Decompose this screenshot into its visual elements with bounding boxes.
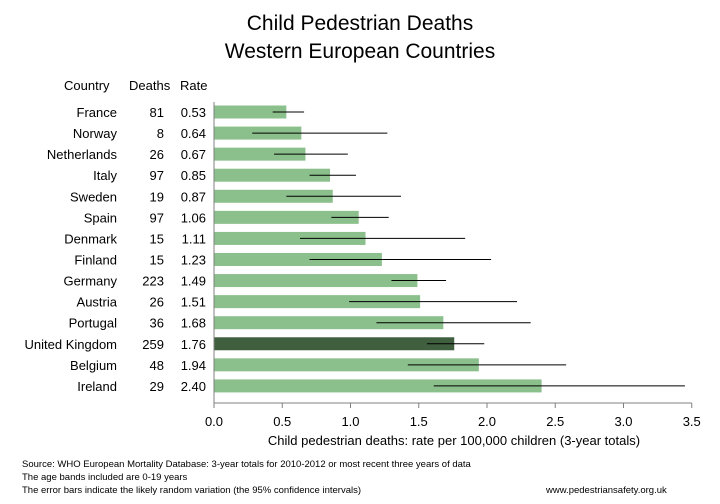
rate-value: 1.68 (181, 316, 206, 331)
deaths-value: 8 (157, 126, 164, 141)
country-column-header: Country (64, 78, 110, 93)
deaths-value: 15 (150, 252, 164, 267)
deaths-value: 15 (150, 231, 164, 246)
country-label: Denmark (64, 231, 117, 246)
rate-value: 1.23 (181, 252, 206, 267)
x-tick-label: 3.0 (614, 414, 632, 429)
bar (214, 231, 366, 245)
rate-value: 0.85 (181, 168, 206, 183)
country-label: United Kingdom (25, 337, 118, 352)
x-tick-label: 2.0 (478, 414, 496, 429)
rate-value: 1.06 (181, 210, 206, 225)
bar (214, 379, 542, 393)
rate-column-header: Rate (180, 78, 208, 93)
country-label: Portugal (69, 316, 118, 331)
x-tick-label: 2.5 (546, 414, 564, 429)
x-tick-label: 3.5 (683, 414, 701, 429)
footer-source: Source: WHO European Mortality Database:… (22, 459, 471, 470)
bar (214, 358, 479, 372)
x-axis-title: Child pedestrian deaths: rate per 100,00… (268, 433, 640, 448)
deaths-value: 259 (142, 337, 164, 352)
x-tick-label: 0.5 (273, 414, 291, 429)
x-tick-label: 1.0 (341, 414, 359, 429)
bar (214, 189, 333, 203)
country-label: Finland (74, 252, 117, 267)
rate-value: 1.11 (182, 231, 206, 246)
rate-value: 1.51 (181, 295, 206, 310)
bar (214, 168, 331, 182)
rate-value: 1.49 (181, 274, 206, 289)
bar (214, 337, 455, 351)
deaths-value: 26 (150, 147, 164, 162)
rate-value: 0.87 (181, 189, 206, 204)
country-label: France (77, 105, 117, 120)
footer-error-note: The error bars indicate the likely rando… (22, 485, 361, 496)
rate-value: 0.53 (181, 105, 206, 120)
country-label: Netherlands (47, 147, 118, 162)
deaths-value: 97 (150, 168, 164, 183)
chart-title-line-2: Western European Countries (224, 40, 496, 63)
deaths-value: 97 (150, 210, 164, 225)
rate-value: 1.76 (181, 337, 206, 352)
bar (214, 274, 418, 288)
deaths-value: 81 (150, 105, 164, 120)
deaths-value: 36 (150, 316, 164, 331)
deaths-value: 223 (142, 274, 164, 289)
bar (214, 252, 382, 266)
bar (214, 295, 421, 309)
country-label: Ireland (77, 379, 117, 394)
deaths-value: 29 (150, 379, 164, 394)
bar (214, 210, 359, 224)
deaths-value: 19 (150, 189, 164, 204)
rate-value: 0.67 (181, 147, 206, 162)
deaths-value: 26 (150, 295, 164, 310)
country-label: Belgium (70, 358, 117, 373)
x-tick-label: 1.5 (410, 414, 428, 429)
country-label: Spain (84, 210, 117, 225)
rate-value: 1.94 (181, 358, 206, 373)
country-label: Norway (73, 126, 118, 141)
bar (214, 105, 287, 119)
rate-value: 0.64 (181, 126, 206, 141)
country-label: Germany (64, 274, 118, 289)
country-label: Austria (77, 295, 118, 310)
rate-value: 2.40 (181, 379, 206, 394)
footer-website: www.pedestriansafety.org.uk (546, 485, 667, 496)
x-tick-label: 0.0 (205, 414, 223, 429)
country-label: Sweden (70, 189, 117, 204)
bar (214, 147, 306, 161)
deaths-value: 48 (150, 358, 164, 373)
deaths-column-header: Deaths (129, 78, 171, 93)
footer-age-note: The age bands included are 0-19 years (22, 472, 188, 483)
country-label: Italy (93, 168, 117, 183)
chart-title-line-1: Child Pedestrian Deaths (246, 12, 474, 35)
bar (214, 316, 444, 330)
chart-title: Child Pedestrian Deaths Western European… (0, 10, 720, 66)
